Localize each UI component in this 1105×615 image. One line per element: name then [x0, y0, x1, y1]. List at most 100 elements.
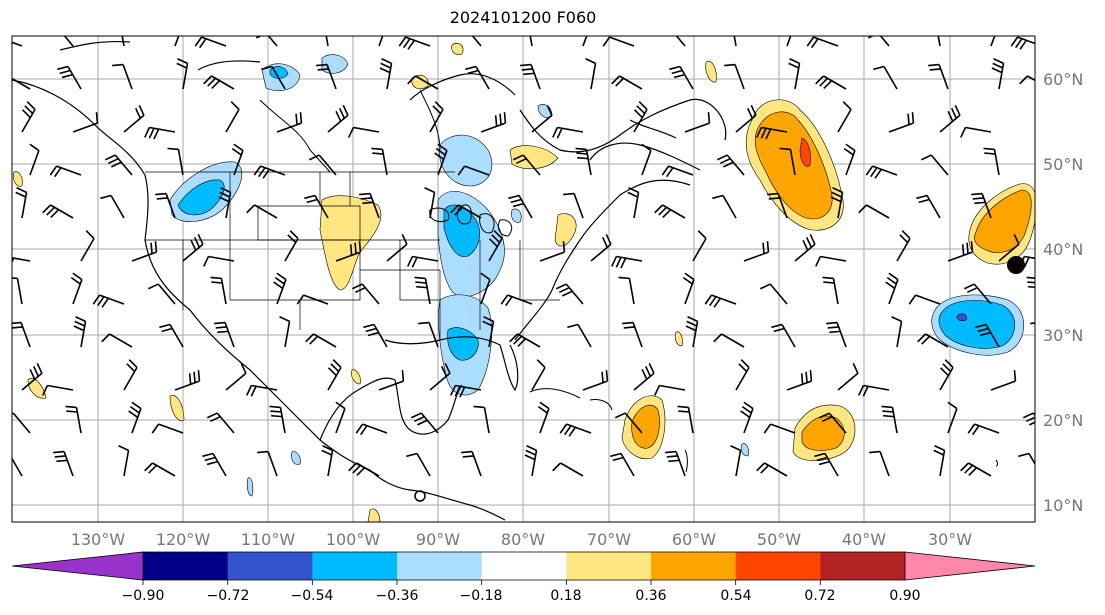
lon-label: 60°W	[672, 530, 716, 549]
wind-barb	[53, 450, 74, 477]
wind-barb	[960, 126, 992, 138]
lon-label: 30°W	[928, 530, 972, 549]
wind-barb	[661, 165, 694, 178]
wind-barb	[167, 147, 184, 176]
wind-barb	[939, 104, 961, 133]
lon-label: 120°W	[156, 530, 211, 549]
wind-barb	[253, 165, 286, 179]
wind-barb	[434, 143, 448, 176]
wind-barb	[735, 104, 757, 133]
wind-barb	[843, 143, 856, 176]
wind-barb	[174, 36, 180, 47]
wind-barb	[822, 276, 839, 305]
wind-barb	[465, 65, 490, 90]
wind-barb	[12, 457, 23, 477]
wind-barb	[410, 412, 439, 434]
wind-barb	[685, 316, 699, 348]
lat-label: 10°N	[1043, 496, 1083, 515]
wind-barb	[933, 445, 946, 477]
wind-barb	[359, 192, 380, 219]
wind-barb	[881, 405, 898, 434]
wind-barb	[450, 204, 482, 219]
lon-label: 80°W	[501, 530, 545, 549]
wind-barb	[1019, 75, 1035, 85]
wind-barb	[269, 405, 286, 434]
wind-barb	[740, 401, 754, 434]
wind-barb	[12, 77, 31, 90]
wind-barb	[450, 384, 482, 398]
wind-barb	[627, 187, 640, 219]
wind-barb	[15, 187, 28, 219]
wind-barb	[327, 104, 349, 133]
wind-barb	[763, 423, 796, 434]
wind-barb	[101, 333, 133, 348]
wind-barb	[869, 450, 890, 477]
wind-barb	[144, 462, 176, 477]
lon-label: 100°W	[326, 530, 381, 549]
lon-label: 40°W	[842, 530, 886, 549]
wind-barb	[677, 405, 694, 434]
wind-barb	[611, 75, 643, 90]
wind-barb	[891, 316, 903, 348]
wind-barb	[815, 75, 847, 90]
wind-barb	[261, 65, 286, 90]
wind-barb	[990, 36, 996, 47]
wind-barb	[128, 401, 142, 434]
wind-barb	[582, 36, 588, 47]
wind-barb	[12, 41, 23, 47]
colorbar-tick-label: 0.18	[550, 588, 581, 604]
wind-barb	[537, 401, 550, 434]
wind-barb	[112, 63, 133, 90]
wind-barb	[123, 104, 145, 133]
wind-barb	[144, 126, 176, 140]
wind-barb	[590, 233, 612, 262]
wind-barb	[610, 452, 635, 477]
wind-barb	[92, 294, 125, 308]
wind-barb	[531, 104, 553, 133]
wind-barb	[622, 321, 643, 348]
wind-barb	[794, 233, 816, 262]
wind-barb	[520, 63, 541, 90]
wind-barb	[552, 126, 584, 139]
wind-barb	[1037, 188, 1047, 218]
wind-barb	[424, 187, 436, 219]
wind-barb	[509, 333, 541, 348]
lakes	[429, 204, 513, 237]
colorbar: −0.90 −0.72 −0.54 −0.36 −0.18 0.18 0.36 …	[11, 551, 1036, 604]
colorbar-swatch	[312, 552, 398, 580]
colorbar-swatch	[397, 552, 483, 580]
wind-barb	[65, 405, 82, 434]
wind-barb	[1010, 36, 1035, 50]
wind-barb	[730, 445, 742, 477]
wind-barb	[488, 230, 503, 262]
wind-barb	[873, 65, 898, 90]
wind-barb	[539, 241, 566, 262]
colorbar-tick-label: −0.90	[122, 588, 165, 604]
wind-barb	[916, 194, 941, 219]
wind-barb	[104, 154, 133, 176]
colorbar-swatch	[227, 552, 313, 580]
wind-barb	[837, 101, 852, 133]
wind-barb	[398, 36, 431, 50]
wind-barbs	[12, 36, 1047, 477]
wind-barb	[176, 58, 189, 90]
wind-barb	[865, 165, 898, 179]
map-frame	[11, 35, 1036, 523]
wind-barb	[203, 75, 235, 90]
wind-barb	[788, 58, 801, 90]
wind-barb	[917, 333, 949, 348]
wind-barb	[316, 63, 337, 90]
wind-barb	[378, 36, 384, 47]
wind-barb	[654, 384, 686, 396]
wind-barb	[585, 58, 597, 90]
lat-label: 40°N	[1043, 240, 1083, 259]
coastlines	[12, 40, 727, 521]
colorbar-swatch	[651, 552, 737, 580]
wind-barb	[284, 230, 299, 262]
wind-barb	[131, 241, 158, 262]
wind-barb	[665, 450, 686, 477]
wind-barb	[194, 36, 227, 49]
wind-barb	[779, 147, 796, 176]
wind-barb	[614, 412, 643, 434]
wind-barb	[335, 241, 362, 262]
